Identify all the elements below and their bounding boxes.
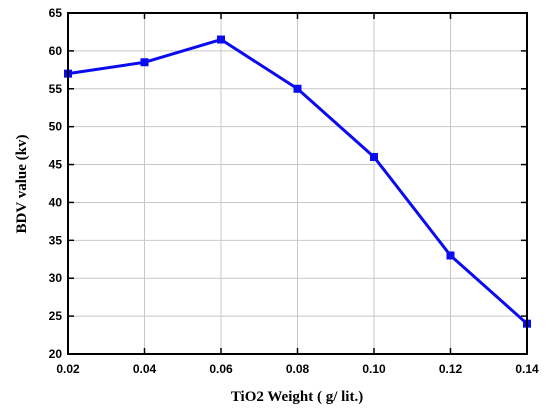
data-point [217,35,225,44]
y-tick-label: 65 [49,6,63,20]
data-point [446,251,455,260]
y-tick-label: 60 [49,44,63,58]
y-tick-label: 55 [49,82,63,96]
x-tick-label: 0.06 [209,362,233,376]
y-axis-title: BDV value (kv) [14,135,30,234]
x-axis-title: TiO2 Weight ( g/ lit.) [231,389,363,405]
x-tick-label: 0.12 [439,362,463,376]
y-tick-labels: 20 25 30 35 40 45 50 55 60 65 [49,6,63,361]
y-tick-label: 35 [49,233,63,247]
plot-frame [67,12,528,355]
x-tick-label: 0.10 [362,362,386,376]
data-point [140,58,149,67]
y-tick-label: 50 [49,120,63,134]
y-tick-label: 20 [49,347,63,361]
data-point [293,84,302,93]
y-tick-label: 30 [49,271,63,285]
y-tick-label: 40 [49,195,63,209]
data-point [370,152,378,161]
x-tick-label: 0.04 [133,362,157,376]
y-tick-label: 25 [49,309,63,323]
x-tick-labels: 0.02 0.04 0.06 0.08 0.10 0.12 0.14 [56,362,539,376]
x-tick-label: 0.02 [56,362,80,376]
x-tick-label: 0.14 [515,362,539,376]
y-tick-label: 45 [49,158,63,172]
x-tick-label: 0.08 [286,362,310,376]
